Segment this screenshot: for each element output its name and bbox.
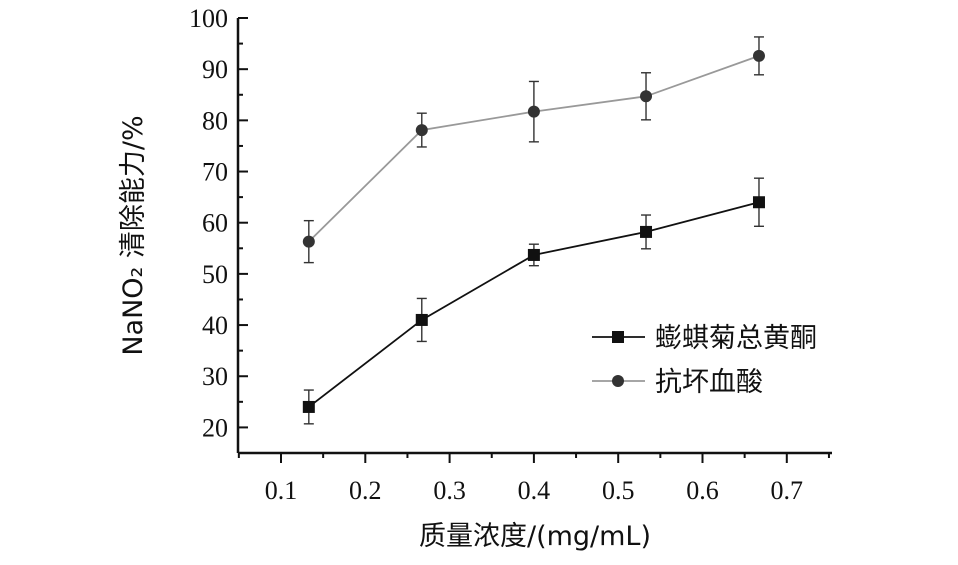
x-tick-label: 0.4 — [518, 476, 551, 505]
y-tick-label: 100 — [189, 4, 228, 33]
y-tick-label: 30 — [202, 362, 228, 391]
y-axis-title: NaNO₂ 清除能力/% — [118, 115, 149, 355]
y-tick-label: 70 — [202, 158, 228, 187]
data-point — [302, 235, 315, 248]
y-tick-label: 60 — [202, 209, 228, 238]
y-tick-label: 40 — [202, 311, 228, 340]
axes — [236, 18, 832, 455]
x-tick-label: 0.3 — [433, 476, 466, 505]
x-tick-label: 0.7 — [771, 476, 804, 505]
y-ticks: 20 30 40 50 60 70 80 90 100 — [189, 4, 248, 442]
x-tick-label: 0.1 — [265, 476, 298, 505]
x-ticks: 0.1 0.2 0.3 0.4 0.5 0.6 0.7 — [237, 453, 830, 505]
y-tick-label: 80 — [202, 106, 228, 135]
data-point — [527, 248, 540, 261]
data-point — [415, 313, 428, 326]
data-point — [752, 49, 765, 62]
data-point — [302, 400, 315, 413]
data-point — [527, 105, 540, 118]
series-2 — [302, 36, 765, 264]
data-point — [415, 124, 428, 137]
x-tick-label: 0.2 — [349, 476, 382, 505]
series-1 — [302, 177, 765, 425]
y-tick-label: 50 — [202, 260, 228, 289]
y-tick-label: 90 — [202, 55, 228, 84]
data-point — [640, 90, 653, 103]
legend-marker — [612, 331, 624, 343]
y-tick-label: 20 — [202, 413, 228, 442]
data-point — [752, 196, 765, 209]
legend-item-1: 蟛蜞菊总黄酮 — [592, 323, 817, 354]
legend-item-2: 抗坏血酸 — [592, 367, 763, 398]
x-tick-label: 0.5 — [602, 476, 635, 505]
legend-marker — [612, 375, 624, 387]
data-point — [640, 225, 653, 238]
x-axis-title: 质量浓度/(mg/mL) — [419, 521, 651, 552]
legend-label: 蟛蜞菊总黄酮 — [655, 323, 817, 354]
x-tick-label: 0.6 — [686, 476, 719, 505]
series-layer — [302, 36, 765, 425]
legend-label: 抗坏血酸 — [655, 367, 763, 398]
